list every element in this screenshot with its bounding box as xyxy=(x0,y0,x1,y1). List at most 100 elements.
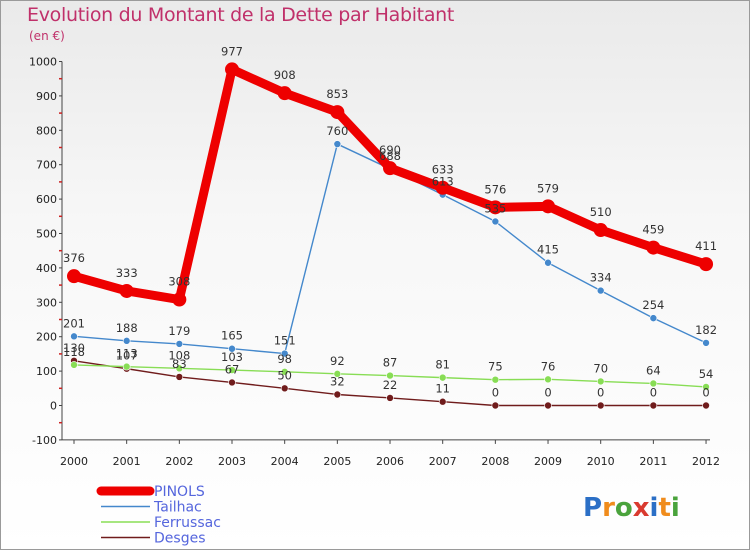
data-point xyxy=(593,223,608,238)
data-label: 32 xyxy=(330,374,345,388)
data-point xyxy=(225,62,240,77)
data-label: 908 xyxy=(274,68,296,82)
data-label: 118 xyxy=(63,345,85,359)
data-label: 76 xyxy=(541,359,556,373)
data-point xyxy=(119,283,134,298)
y-tick-label: 300 xyxy=(36,296,57,309)
data-point xyxy=(438,397,447,406)
legend-label: PINOLS xyxy=(154,484,205,500)
data-label: 81 xyxy=(435,358,450,372)
data-label: 459 xyxy=(642,223,664,237)
x-tick-label: 2000 xyxy=(60,455,88,468)
data-label: 579 xyxy=(537,181,559,195)
data-point xyxy=(333,370,342,378)
data-point xyxy=(488,200,503,215)
data-point xyxy=(228,366,236,374)
data-label: 0 xyxy=(650,386,657,400)
legend-label: Ferrussac xyxy=(154,515,221,531)
data-label: 254 xyxy=(642,298,664,312)
data-label: 75 xyxy=(488,360,503,374)
data-label: 308 xyxy=(168,275,190,289)
data-point xyxy=(702,383,710,391)
data-label: 130 xyxy=(63,341,85,355)
y-tick-label: 900 xyxy=(36,90,57,103)
data-label: 690 xyxy=(379,143,401,157)
data-label: 182 xyxy=(695,323,717,337)
data-label: 688 xyxy=(379,149,401,163)
data-point xyxy=(596,401,605,410)
data-label: 633 xyxy=(432,163,454,177)
x-tick-label: 2010 xyxy=(587,455,615,468)
data-label: 107 xyxy=(116,349,138,363)
data-label: 11 xyxy=(435,382,450,396)
data-point xyxy=(649,314,658,322)
data-label: 108 xyxy=(168,348,190,362)
y-tick-label: 0 xyxy=(50,400,57,413)
data-point xyxy=(438,373,447,382)
data-label: 853 xyxy=(326,87,348,101)
series-pinols xyxy=(67,62,714,307)
x-tick-label: 2006 xyxy=(376,455,404,468)
y-tick-label: 200 xyxy=(36,331,57,344)
data-point xyxy=(491,217,500,226)
data-label: 103 xyxy=(221,350,243,364)
data-point xyxy=(228,344,236,353)
data-point xyxy=(333,140,342,148)
data-label: 22 xyxy=(383,378,398,392)
data-point xyxy=(122,362,131,371)
data-point xyxy=(596,377,605,386)
x-tick-label: 2004 xyxy=(271,455,299,468)
data-label: 67 xyxy=(225,362,240,376)
x-tick-label: 2008 xyxy=(481,455,509,468)
chart-subtitle: (en €) xyxy=(29,29,65,43)
y-tick-label: 700 xyxy=(36,159,57,172)
data-point xyxy=(70,361,78,369)
data-label: 188 xyxy=(116,321,138,335)
proxiti-logo: Proxiti xyxy=(583,493,680,523)
data-point xyxy=(541,199,556,214)
data-label: 165 xyxy=(221,329,243,343)
data-point xyxy=(175,340,184,348)
data-point xyxy=(702,339,710,347)
data-point xyxy=(172,292,187,307)
data-label: 0 xyxy=(544,386,551,400)
y-tick-label: 400 xyxy=(36,262,57,275)
data-label: 510 xyxy=(590,205,612,219)
series-line xyxy=(69,64,711,305)
x-tick-label: 2003 xyxy=(218,455,246,468)
x-tick-label: 2002 xyxy=(165,455,193,468)
data-point xyxy=(646,240,661,255)
x-tick-label: 2007 xyxy=(429,455,457,468)
data-point xyxy=(280,367,289,376)
data-point xyxy=(649,379,658,388)
data-label: 0 xyxy=(492,386,499,400)
data-label: 54 xyxy=(699,367,714,381)
legend-label: Desges xyxy=(154,531,205,547)
data-point xyxy=(596,286,605,295)
data-point xyxy=(544,375,552,384)
data-point xyxy=(702,401,710,410)
data-label: 576 xyxy=(484,182,506,196)
x-tick-label: 2009 xyxy=(534,455,562,468)
x-tick-label: 2011 xyxy=(639,455,667,468)
data-point xyxy=(544,258,552,267)
data-label: 977 xyxy=(221,44,243,58)
data-label: 83 xyxy=(172,357,187,371)
data-point xyxy=(699,257,714,272)
data-label: 415 xyxy=(537,243,559,257)
x-tick-label: 2012 xyxy=(692,455,720,468)
x-tick-label: 2005 xyxy=(323,455,351,468)
data-point xyxy=(330,105,345,120)
data-point xyxy=(386,394,394,402)
legend-label: Tailhac xyxy=(153,500,202,516)
data-point xyxy=(383,161,398,176)
data-point xyxy=(280,384,289,393)
chart-title: Evolution du Montant de la Dette par Hab… xyxy=(27,4,455,26)
data-label: 70 xyxy=(593,361,608,375)
data-point xyxy=(67,269,81,284)
data-label: 87 xyxy=(383,356,398,370)
data-label: 179 xyxy=(168,324,190,338)
series-ferrussac xyxy=(70,361,710,391)
